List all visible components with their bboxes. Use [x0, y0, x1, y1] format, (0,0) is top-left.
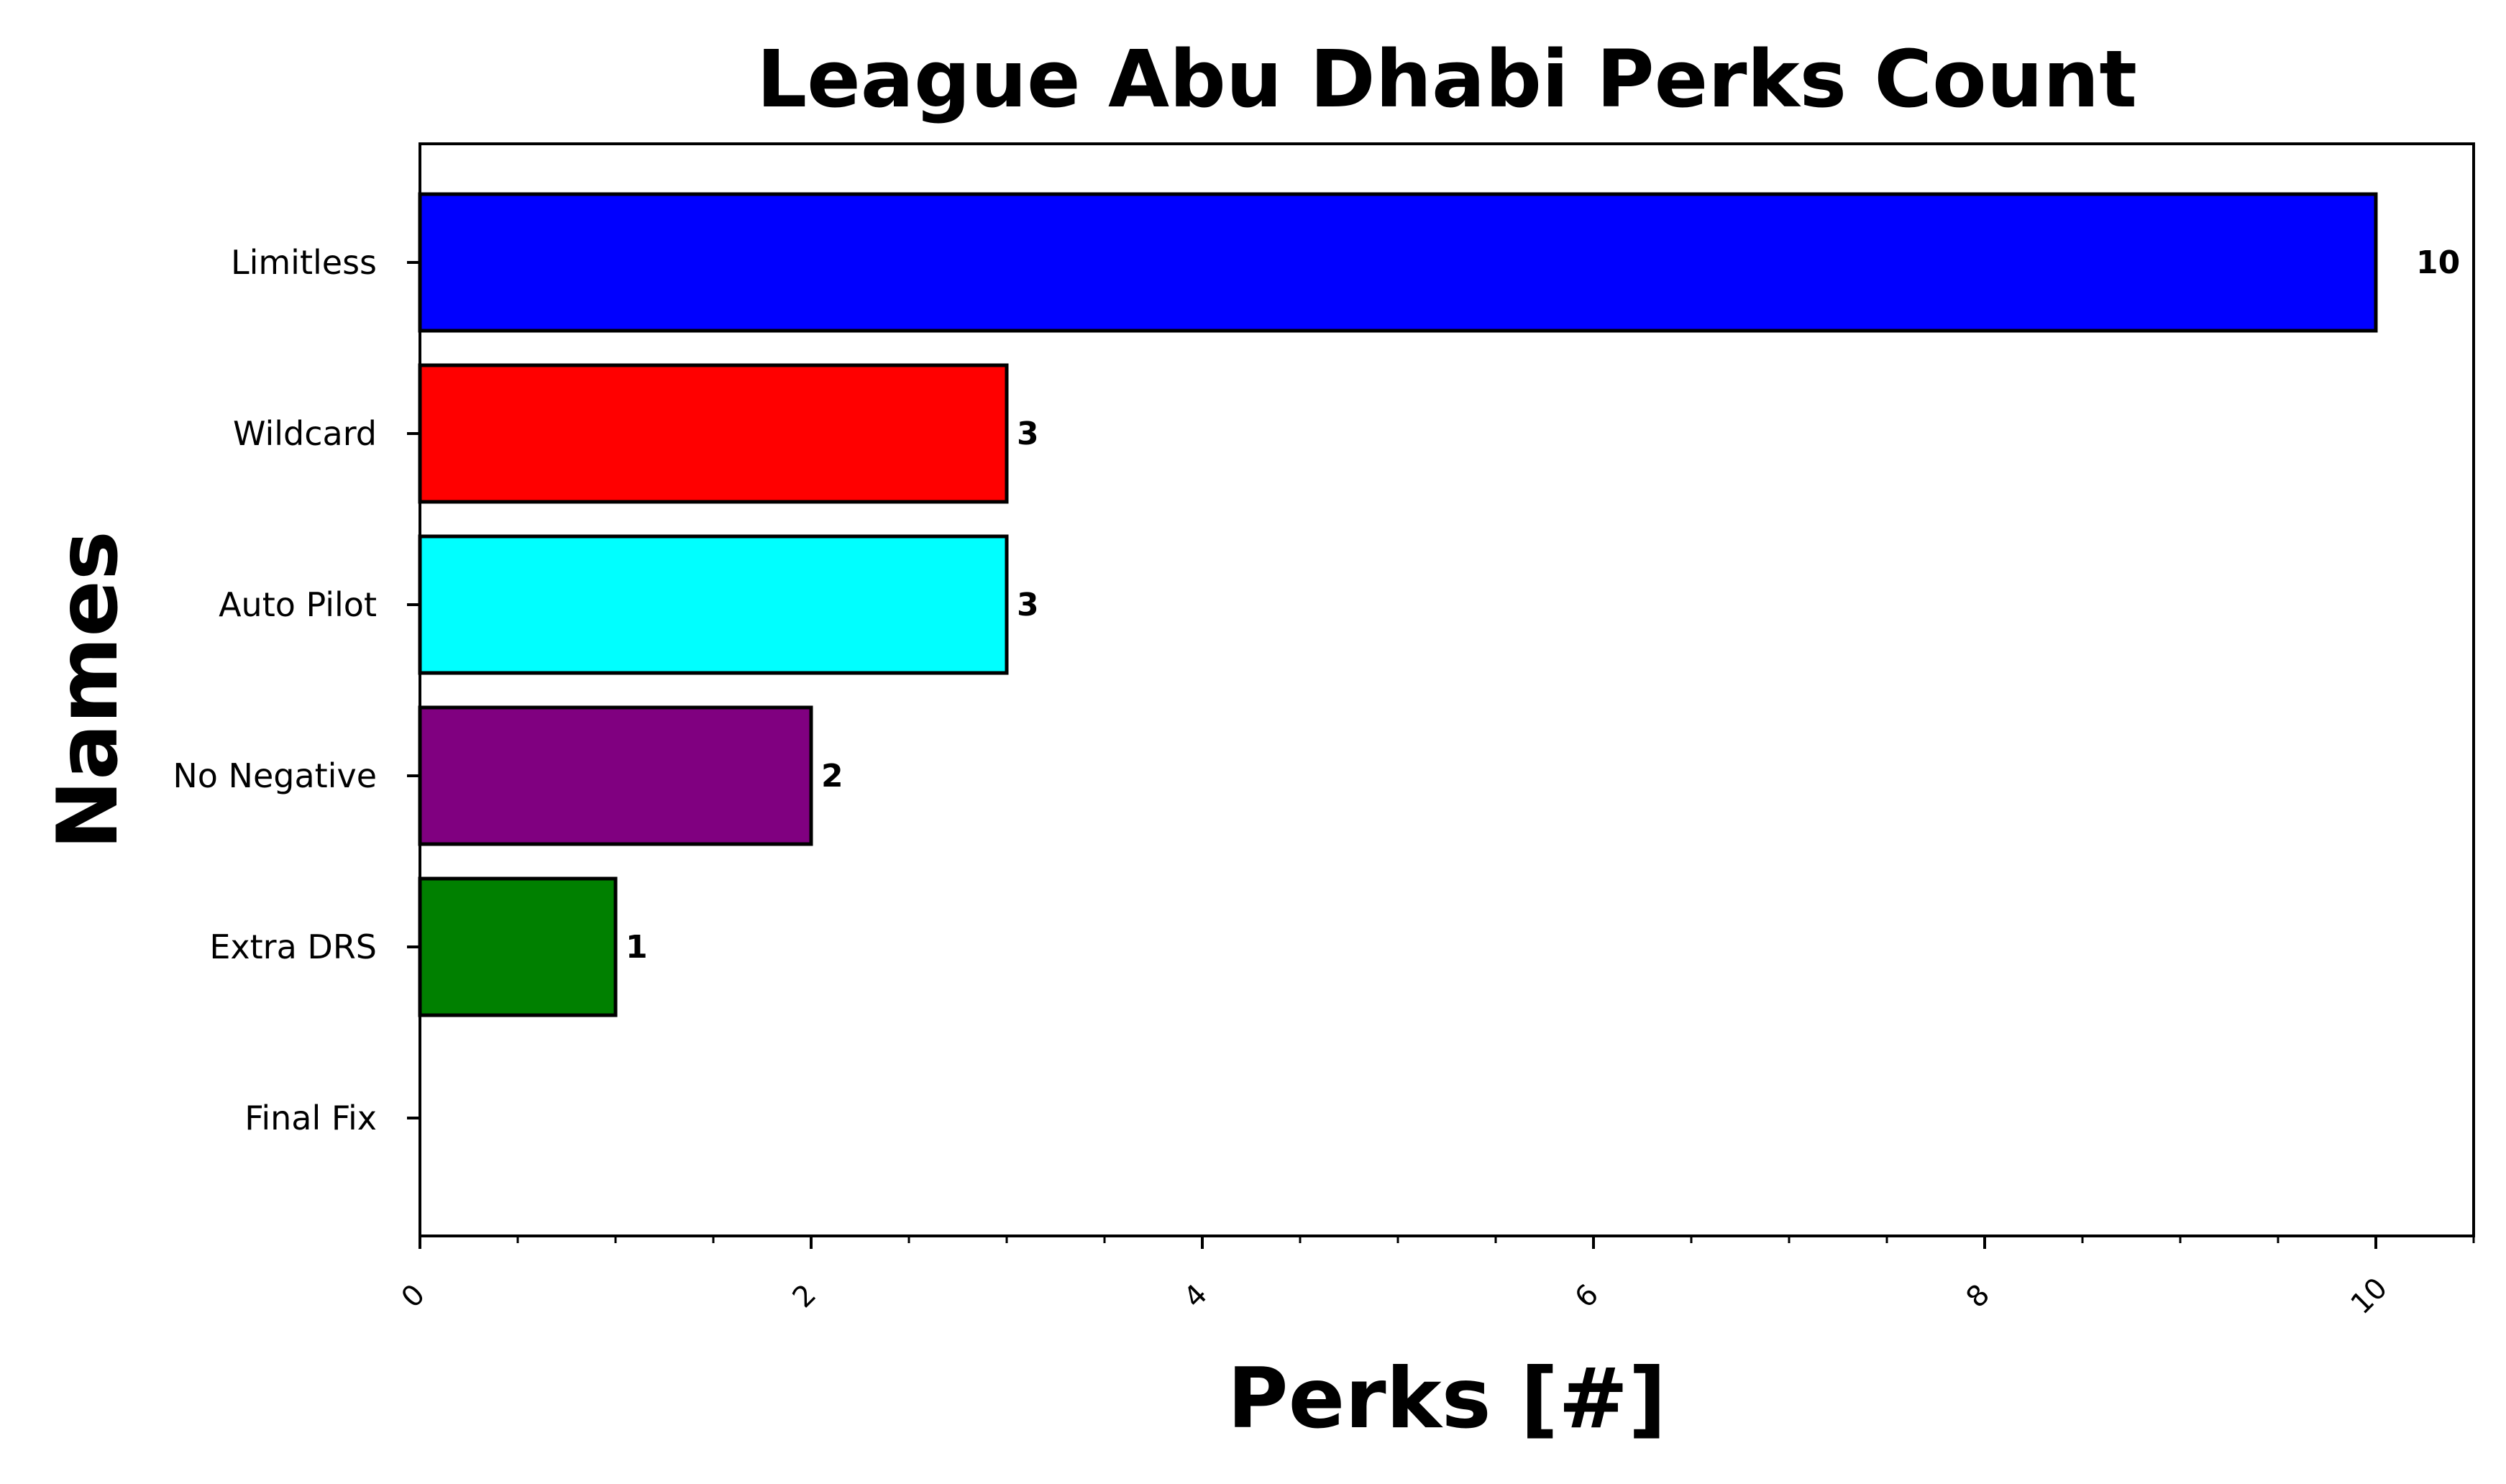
y-axis-ticks: Limitless Wildcard Auto Pilot No Negative Ex…: [173, 243, 420, 1137]
data-label: 2: [821, 758, 843, 794]
bar-wildcard: [418, 363, 1009, 504]
bar-extra-drs: [418, 876, 618, 1017]
chart-title: League Abu Dhabi Perks Count: [756, 33, 2137, 125]
y-tick-label: Limitless: [231, 243, 377, 282]
y-tick-label: Wildcard: [233, 414, 377, 453]
data-label: 10: [2416, 244, 2460, 281]
y-axis-title: Names: [40, 531, 137, 850]
data-label: 3: [1017, 416, 1039, 452]
y-tick-label: Auto Pilot: [219, 585, 377, 624]
data-label: 3: [1017, 587, 1039, 623]
bar-auto-pilot: [418, 534, 1009, 675]
plot-frame: [419, 142, 2475, 1237]
data-label: 1: [626, 929, 648, 966]
bar-limitless: [418, 192, 2378, 333]
y-tick-label: No Negative: [173, 756, 377, 795]
y-tick-label: Extra DRS: [209, 927, 377, 966]
bars-group: [418, 192, 2378, 1017]
x-axis-title: Perks [#]: [1227, 1350, 1667, 1447]
bar-no-negative: [418, 705, 813, 846]
y-tick-label: Final Fix: [244, 1099, 377, 1137]
data-labels-group: 10 3 3 2 1: [626, 244, 2460, 966]
